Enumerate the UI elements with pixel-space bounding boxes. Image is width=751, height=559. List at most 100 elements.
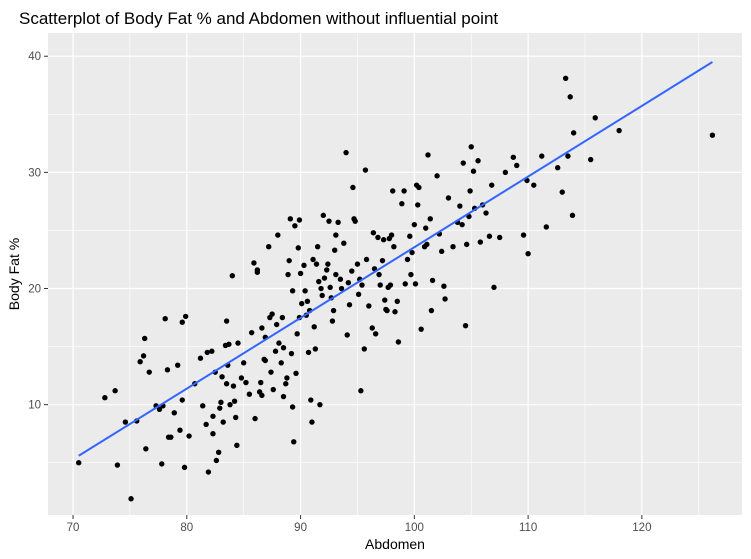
data-point xyxy=(272,348,279,354)
data-point xyxy=(122,419,129,425)
data-point xyxy=(200,403,206,409)
data-point xyxy=(181,464,188,471)
data-point xyxy=(213,457,220,464)
data-point xyxy=(489,182,495,188)
data-point xyxy=(171,410,177,416)
data-point xyxy=(280,393,287,400)
x-tick-label: 100 xyxy=(405,522,424,534)
data-point xyxy=(283,381,289,387)
data-point xyxy=(330,307,337,314)
data-point xyxy=(168,434,174,440)
data-point xyxy=(288,350,295,357)
data-point xyxy=(496,234,503,241)
data-point xyxy=(287,216,294,222)
data-point xyxy=(137,358,143,365)
data-point xyxy=(309,419,315,425)
data-point xyxy=(297,270,304,277)
data-point xyxy=(457,203,463,209)
data-point xyxy=(409,249,415,256)
data-point xyxy=(205,469,212,475)
data-point xyxy=(510,154,517,160)
x-tick-label: 110 xyxy=(519,522,537,534)
data-point xyxy=(514,162,520,169)
data-point xyxy=(304,298,311,304)
data-point xyxy=(394,298,400,304)
data-point xyxy=(344,332,350,338)
data-point xyxy=(462,322,469,329)
data-point xyxy=(146,369,152,375)
data-point xyxy=(401,188,407,194)
y-tick-label: 40 xyxy=(28,51,41,63)
data-point xyxy=(210,430,216,437)
data-point xyxy=(434,173,440,179)
data-point xyxy=(215,449,222,455)
data-point xyxy=(218,399,224,406)
data-point xyxy=(311,324,317,330)
data-point xyxy=(562,75,569,81)
data-point xyxy=(399,201,405,207)
data-point xyxy=(423,225,429,231)
data-point xyxy=(301,262,307,268)
data-point xyxy=(278,360,284,366)
data-point xyxy=(220,419,226,425)
data-point xyxy=(333,271,339,278)
data-point xyxy=(362,167,369,173)
data-point xyxy=(209,348,215,354)
data-point xyxy=(565,153,571,159)
data-point xyxy=(709,132,716,138)
data-point xyxy=(231,398,238,404)
data-point xyxy=(539,153,545,159)
data-point xyxy=(379,257,386,264)
data-point xyxy=(520,232,527,238)
x-axis-ticks: 70 80 90 100 110 120 xyxy=(67,515,651,534)
data-point xyxy=(470,168,477,174)
data-point xyxy=(320,212,327,219)
data-point xyxy=(349,268,355,274)
data-point xyxy=(305,349,312,356)
data-point xyxy=(491,284,497,291)
data-point xyxy=(223,318,230,324)
data-point xyxy=(570,130,577,136)
data-point xyxy=(128,496,134,502)
data-point xyxy=(164,367,171,373)
regression-line xyxy=(78,61,713,457)
data-point xyxy=(390,188,396,194)
data-point xyxy=(352,218,358,224)
data-point xyxy=(217,405,223,411)
data-point xyxy=(159,461,165,467)
data-point xyxy=(314,244,321,250)
data-point xyxy=(427,216,433,222)
data-point xyxy=(380,237,387,243)
data-point xyxy=(372,331,379,337)
data-point xyxy=(302,288,308,294)
data-point xyxy=(429,277,436,284)
data-point xyxy=(468,144,474,150)
data-point xyxy=(416,184,422,191)
data-point xyxy=(376,271,382,278)
data-point xyxy=(102,394,108,401)
data-point xyxy=(238,375,245,381)
data-point xyxy=(343,149,349,156)
data-point xyxy=(179,397,185,403)
data-point xyxy=(428,307,435,314)
data-point xyxy=(450,244,456,250)
data-point xyxy=(361,346,367,352)
data-point xyxy=(460,160,466,166)
data-point xyxy=(240,360,247,366)
data-point xyxy=(341,240,347,246)
data-point xyxy=(179,319,185,325)
data-point xyxy=(234,442,240,449)
data-point xyxy=(268,369,274,375)
data-point xyxy=(486,233,493,239)
data-point xyxy=(324,267,330,273)
data-point xyxy=(395,339,402,345)
y-axis-title: Body Fat % xyxy=(6,238,22,310)
data-point xyxy=(327,284,333,291)
data-point xyxy=(329,318,336,324)
data-point xyxy=(312,346,319,352)
data-point xyxy=(325,261,331,267)
data-point xyxy=(425,152,431,158)
data-point xyxy=(317,401,323,408)
data-point xyxy=(616,127,622,134)
data-point xyxy=(230,383,237,389)
